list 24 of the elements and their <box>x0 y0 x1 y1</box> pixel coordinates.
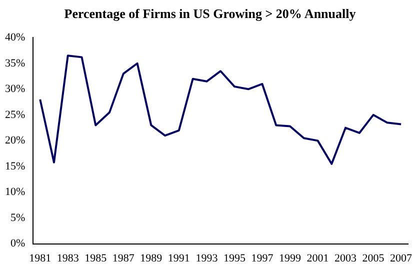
x-tick-label: 1993 <box>196 252 218 264</box>
x-tick-label: 1995 <box>223 252 246 264</box>
x-tick-label: 1989 <box>140 252 163 264</box>
x-tick-label: 1983 <box>56 252 80 264</box>
x-tick-label: 1981 <box>29 252 52 264</box>
y-tick-label: 25% <box>4 108 26 121</box>
y-tick-label: 30% <box>4 83 26 96</box>
y-tick-label: 35% <box>4 57 26 70</box>
y-tick-label: 20% <box>4 134 26 147</box>
x-tick-label: 2005 <box>362 252 385 264</box>
y-tick-label: 40% <box>4 31 26 44</box>
x-tick-label: 1997 <box>251 252 274 264</box>
x-tick-label: 1985 <box>84 252 108 264</box>
y-tick-label: 5% <box>10 212 26 224</box>
x-tick-label: 2007 <box>390 252 413 264</box>
y-tick-label: 10% <box>4 186 26 198</box>
chart-title: Percentage of Firms in US Growing > 20% Annually <box>63 6 357 22</box>
x-tick-label: 1991 <box>168 252 190 264</box>
x-tick-label: 2003 <box>334 252 358 264</box>
x-tick-label: 1987 <box>112 252 135 264</box>
y-tick-label: 0% <box>10 238 26 250</box>
y-tick-label: 15% <box>4 160 26 172</box>
x-tick-label: 1999 <box>278 252 302 264</box>
x-tick-label: 2001 <box>306 252 329 264</box>
